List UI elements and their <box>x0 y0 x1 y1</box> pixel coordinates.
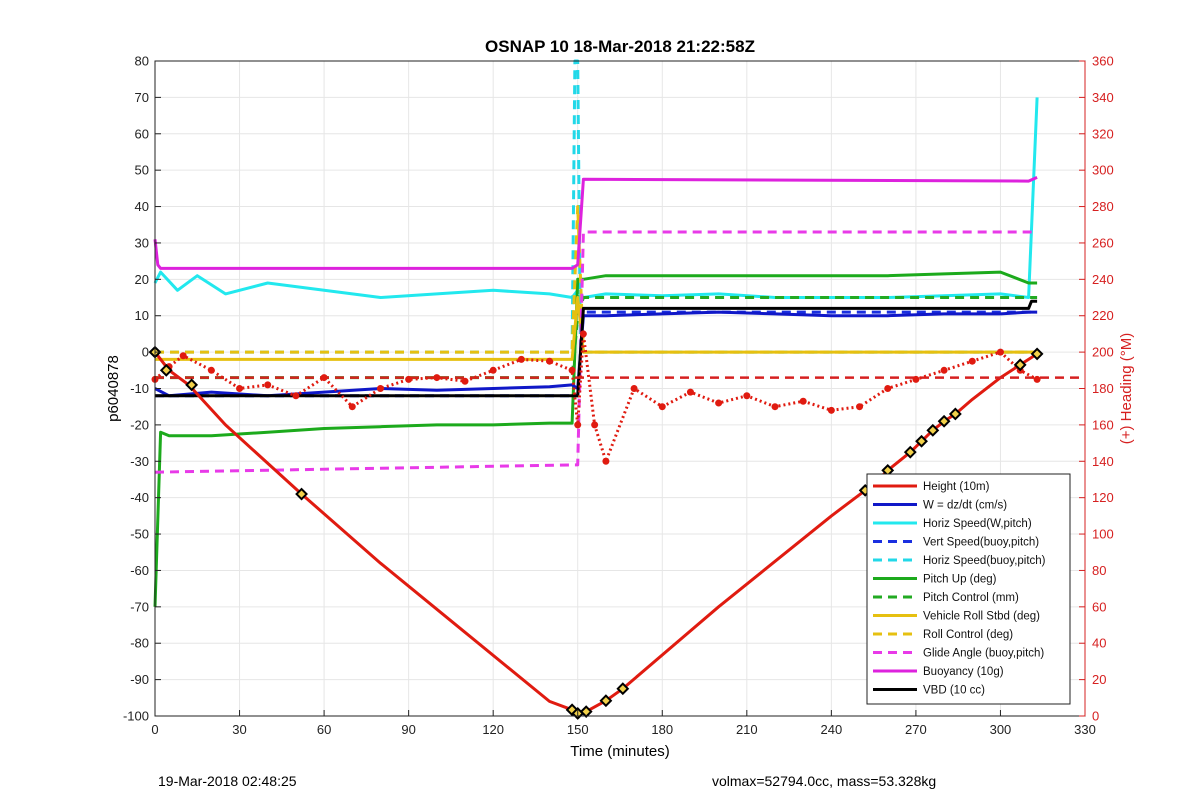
dive-marker <box>1030 347 1044 361</box>
y-right-tick-label: 0 <box>1092 709 1099 724</box>
heading-point <box>574 421 582 429</box>
x-tick-label: 120 <box>482 722 504 737</box>
dive-marker <box>599 694 613 708</box>
heading-line <box>153 332 1038 463</box>
chart-svg: 0 30 60 90 120 150 180 210 240 270 300 330807060504… <box>105 37 1135 760</box>
legend-label-10: Buoyancy (10g) <box>923 666 1004 678</box>
y-left-tick-label: -60 <box>130 563 149 578</box>
legend-label-4: Horiz Speed(buoy,pitch) <box>923 555 1046 567</box>
legend: Height (10m) W = dz/dt (cm/s) Horiz Speed(… <box>866 473 1071 705</box>
y-right-tick-label: 260 <box>1092 235 1114 250</box>
y-axis-right-label: (+) Heading (°M) <box>1118 333 1135 444</box>
y-left-tick-label: -30 <box>130 454 149 469</box>
x-tick-label: 90 <box>401 722 415 737</box>
legend-box <box>866 473 1071 705</box>
dive-marker <box>1013 358 1027 372</box>
y-right-tick-label: 320 <box>1092 126 1114 141</box>
footer-info: volmax=52794.0cc, mass=53.328kg <box>712 773 937 789</box>
series-line-10 <box>153 176 1038 270</box>
x-tick-label: 240 <box>821 722 843 737</box>
y-right-tick-label: 220 <box>1092 308 1114 323</box>
y-left-tick-label: -20 <box>130 417 149 432</box>
legend-label-9: Glide Angle (buoy,pitch) <box>923 648 1044 660</box>
heading-point <box>236 385 244 392</box>
legend-label-2: Horiz Speed(W,pitch) <box>923 518 1032 530</box>
y-right-tick-label: 340 <box>1092 90 1114 105</box>
y-right-tick-label: 140 <box>1092 454 1114 469</box>
y-right-tick-label: 20 <box>1092 672 1106 687</box>
y-right-tick-label: 60 <box>1092 599 1106 614</box>
legend-label-7: Vehicle Roll Stbd (deg) <box>923 611 1040 623</box>
y-left-tick-label: 80 <box>135 54 149 69</box>
y-right-tick-label: 40 <box>1092 636 1106 651</box>
y-left-tick-label: 0 <box>142 345 149 360</box>
dive-marker <box>926 423 940 437</box>
y-left-tick-label: 40 <box>135 199 149 214</box>
x-tick-label: 180 <box>651 722 673 737</box>
dive-marker <box>185 378 199 392</box>
footer-timestamp: 19-Mar-2018 02:48:25 <box>158 773 297 789</box>
x-tick-label: 330 <box>1074 722 1096 737</box>
chart-title: OSNAP 10 18-Mar-2018 21:22:58Z <box>485 37 755 56</box>
legend-label-8: Roll Control (deg) <box>923 629 1013 641</box>
x-tick-label: 150 <box>567 722 589 737</box>
series-line-11 <box>155 299 1038 398</box>
dive-marker <box>937 414 951 428</box>
legend-label-11: VBD (10 cc) <box>923 685 985 697</box>
x-axis-label: Time (minutes) <box>570 743 669 760</box>
legend-label-1: W = dz/dt (cm/s) <box>923 500 1007 512</box>
legend-label-6: Pitch Control (mm) <box>923 592 1019 604</box>
y-left-tick-label: -70 <box>130 599 149 614</box>
y-left-tick-label: 60 <box>135 126 149 141</box>
legend-label-5: Pitch Up (deg) <box>923 574 997 586</box>
y-right-tick-label: 120 <box>1092 490 1114 505</box>
y-left-tick-label: 20 <box>135 272 149 287</box>
dive-marker <box>948 407 962 421</box>
plot-area <box>148 59 1085 720</box>
y-right-tick-label: 360 <box>1092 54 1114 69</box>
dive-marker <box>616 682 630 696</box>
heading-point <box>715 399 723 407</box>
heading-point <box>489 366 497 374</box>
series-line-9 <box>154 230 1038 474</box>
y-left-tick-label: 10 <box>135 308 149 323</box>
x-tick-label: 270 <box>905 722 927 737</box>
legend-label-3: Vert Speed(buoy,pitch) <box>923 537 1039 549</box>
y-left-tick-label: 30 <box>135 235 149 250</box>
dive-marker <box>579 705 593 719</box>
y-left-tick-label: -50 <box>130 527 149 542</box>
heading-point <box>348 403 356 411</box>
y-left-tick-label: -80 <box>130 636 149 651</box>
series-line-8 <box>155 205 1038 354</box>
dive-marker <box>159 363 173 377</box>
y-left-tick-label: 70 <box>135 90 149 105</box>
y-right-tick-label: 100 <box>1092 527 1114 542</box>
axes: 0 30 60 90 120 150 180 210 240 270 300 330807060504… <box>123 54 1114 738</box>
y-right-tick-label: 160 <box>1092 417 1114 432</box>
dive-marker <box>295 487 308 501</box>
x-tick-label: 30 <box>232 722 246 737</box>
y-left-tick-label: -10 <box>130 381 149 396</box>
x-tick-label: 210 <box>736 722 758 737</box>
y-left-tick-label: 50 <box>135 163 149 178</box>
legend-label-0: Height (10m) <box>923 481 990 493</box>
dive-marker <box>903 445 917 459</box>
y-left-tick-label: -100 <box>123 709 149 724</box>
y-axis-left-label: p6040878 <box>105 355 122 422</box>
dive-marker <box>915 434 928 448</box>
heading-point <box>827 406 835 414</box>
x-tick-label: 0 <box>151 722 158 737</box>
y-left-tick-label: -40 <box>130 490 149 505</box>
y-right-tick-label: 280 <box>1092 199 1114 214</box>
y-left-tick-label: -90 <box>130 672 149 687</box>
x-tick-label: 60 <box>317 722 331 737</box>
y-right-tick-label: 240 <box>1092 272 1114 287</box>
y-right-tick-label: 80 <box>1092 563 1106 578</box>
y-right-tick-label: 200 <box>1092 345 1114 360</box>
y-right-tick-label: 180 <box>1092 381 1114 396</box>
x-tick-label: 300 <box>990 722 1012 737</box>
y-right-tick-label: 300 <box>1092 163 1114 178</box>
